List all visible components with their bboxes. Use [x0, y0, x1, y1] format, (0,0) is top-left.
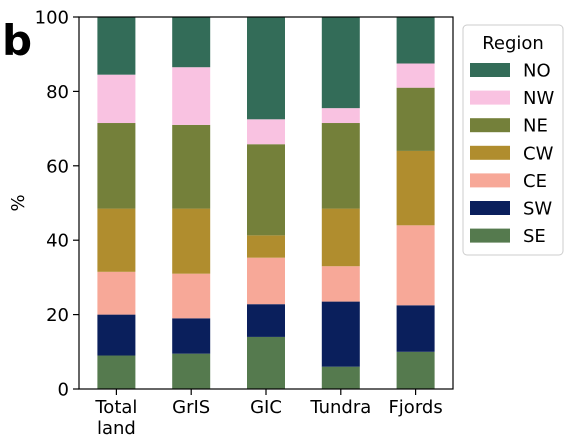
panel-letter: b: [2, 16, 32, 65]
bar-no-4: [396, 17, 435, 64]
bar-nw-0: [97, 74, 136, 124]
y-tick-label: 0: [58, 380, 69, 401]
bar-nw-3: [321, 108, 360, 124]
bar-se-3: [321, 366, 360, 389]
legend-box: [462, 24, 564, 256]
bar-se-4: [396, 351, 435, 389]
x-tick-label: Tundra: [309, 397, 371, 418]
x-tick-label: GIC: [250, 397, 282, 418]
legend: Region NO NW NE CW CE SW SE: [462, 24, 564, 256]
x-tick-label: Fjords: [388, 397, 442, 418]
y-tick-label: 60: [46, 156, 69, 177]
bar-ne-1: [172, 124, 211, 209]
bar-no-3: [321, 17, 360, 109]
x-tick-label: GrIS: [172, 397, 210, 418]
bar-sw-3: [321, 301, 360, 367]
legend-items: NO NW NE CW CE SW SE: [470, 61, 554, 247]
bar-cw-1: [172, 208, 211, 274]
bar-se-2: [247, 336, 285, 389]
y-axis-label: %: [8, 194, 29, 211]
x-tick-label: Total: [94, 397, 137, 418]
legend-swatch-se: [470, 228, 510, 243]
bars-group: [97, 17, 435, 389]
y-tick-label: 80: [46, 82, 69, 103]
legend-label-no: NO: [523, 61, 551, 82]
bar-ce-0: [97, 271, 136, 315]
legend-swatch-ne: [470, 118, 510, 133]
y-tick-label: 40: [46, 231, 69, 252]
legend-label-ne: NE: [523, 116, 548, 137]
legend-label-cw: CW: [523, 143, 554, 164]
bar-nw-4: [396, 63, 435, 88]
legend-swatch-no: [470, 63, 510, 77]
bar-cw-2: [247, 235, 285, 258]
legend-label-nw: NW: [523, 88, 554, 109]
bar-no-2: [247, 17, 285, 120]
bar-sw-4: [396, 305, 435, 352]
legend-swatch-ce: [470, 173, 510, 188]
bar-ne-2: [247, 144, 285, 236]
bar-ce-4: [396, 225, 435, 306]
bar-se-1: [172, 353, 211, 389]
y-axis-ticks: 0 20 40 60 80 100: [35, 8, 79, 401]
x-tick-label: land: [97, 418, 136, 439]
legend-swatch-nw: [470, 90, 510, 105]
bar-ne-0: [97, 123, 136, 209]
bar-cw-3: [321, 208, 360, 267]
bar-cw-4: [396, 150, 435, 226]
bar-cw-0: [97, 208, 136, 272]
bar-sw-1: [172, 318, 211, 354]
bar-ne-4: [396, 87, 435, 151]
bar-sw-2: [247, 304, 285, 337]
y-tick-label: 100: [35, 8, 69, 29]
legend-title: Region: [482, 33, 544, 54]
bar-nw-1: [172, 67, 211, 125]
legend-swatch-sw: [470, 201, 510, 215]
bar-ne-3: [321, 123, 360, 209]
bar-se-0: [97, 355, 136, 389]
bar-sw-0: [97, 314, 136, 356]
bar-ce-2: [247, 257, 285, 305]
legend-swatch-cw: [470, 145, 510, 160]
plot-frame: [78, 16, 454, 390]
bar-no-1: [172, 17, 211, 68]
bar-ce-3: [321, 266, 360, 302]
legend-label-se: SE: [523, 226, 546, 247]
y-tick-label: 20: [46, 305, 69, 326]
bar-no-0: [97, 17, 136, 75]
legend-label-sw: SW: [523, 199, 552, 220]
bar-nw-2: [247, 119, 285, 145]
bar-ce-1: [172, 273, 211, 319]
legend-label-ce: CE: [523, 171, 547, 192]
